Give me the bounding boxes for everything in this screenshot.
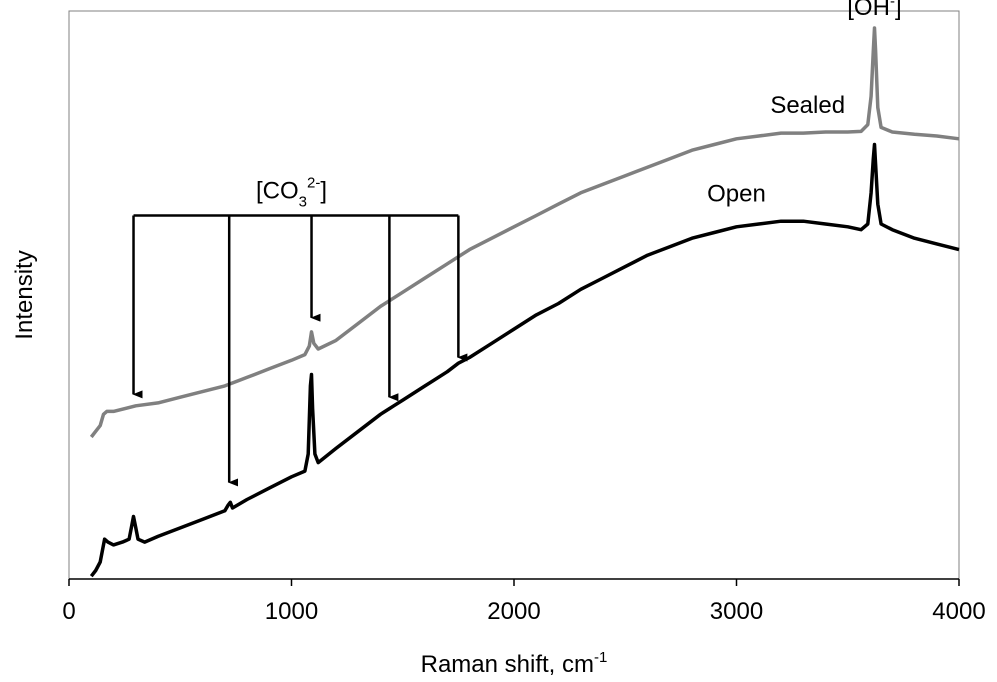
x-tick-label: 2000: [487, 598, 540, 625]
x-tick-label: 0: [62, 598, 75, 625]
carbonate-label-sub: 3: [299, 193, 307, 210]
x-tick-label: 3000: [710, 598, 763, 625]
hydroxide-label-main: [OH: [847, 0, 890, 21]
x-tick-label: 1000: [265, 598, 318, 625]
x-axis-title-main: Raman shift, cm: [421, 651, 594, 678]
carbonate-label-end: ]: [320, 177, 327, 204]
carbonate-annotation: [132, 214, 468, 487]
y-axis-title: Intensity: [11, 250, 38, 339]
x-axis-title: Raman shift, cm-1: [421, 649, 608, 678]
series-layer: [89, 26, 960, 578]
carbonate-label-main: [CO: [256, 177, 299, 204]
series-label-open: Open: [707, 180, 766, 207]
x-tick-label: 4000: [932, 598, 985, 625]
series-labels: Sealed Open: [707, 92, 845, 207]
carbonate-label-sup: 2-: [307, 174, 320, 191]
series-label-sealed: Sealed: [770, 92, 845, 119]
carbonate-peak-label: [CO32-]: [256, 174, 327, 210]
x-axis-title-sup: -1: [594, 649, 607, 666]
hydroxide-label-end: ]: [895, 0, 902, 21]
hydroxide-label-sup: -: [890, 0, 895, 10]
series-line-open: [89, 142, 960, 578]
x-axis-ticks: 0 1000 2000 3000 4000: [62, 579, 986, 625]
hydroxide-peak-label: [OH-]: [847, 0, 901, 21]
series-line-sealed: [89, 26, 960, 439]
